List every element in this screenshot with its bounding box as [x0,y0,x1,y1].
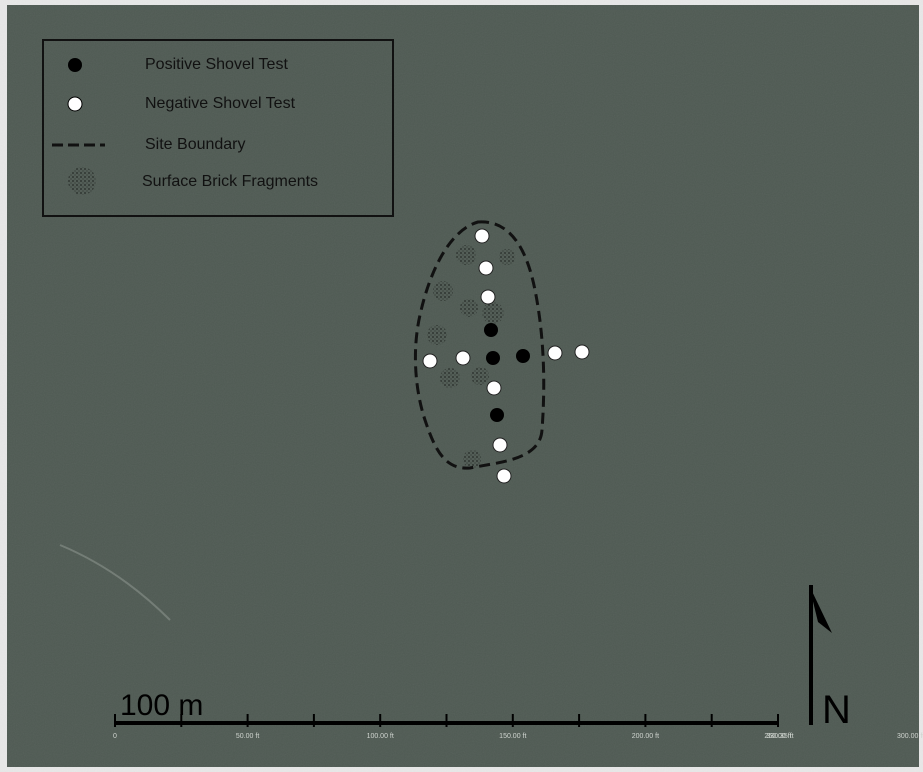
brick-patch [440,368,460,388]
negative-shovel-test [481,290,495,304]
brick-patch [433,281,453,301]
image-texture [7,5,919,767]
legend-brick-symbol [68,167,96,195]
brick-patch [463,450,481,468]
negative-shovel-test [487,381,501,395]
positive-shovel-test [486,351,500,365]
map: Positive Shovel Test Negative Shovel Tes… [0,0,923,772]
negative-shovel-test [575,345,589,359]
scale-tick-label: 300.00 ft [897,733,923,740]
scale-label: 100 m [120,689,203,722]
brick-patch [456,245,476,265]
brick-patch [471,367,489,385]
scale-tick-label: 50.00 ft [236,733,259,740]
negative-shovel-test [423,354,437,368]
positive-shovel-test [484,323,498,337]
scale-tick-label: 0 [113,733,117,740]
positive-shovel-test [490,408,504,422]
legend-label: Negative Shovel Test [145,95,296,112]
positive-shovel-test [516,349,530,363]
negative-shovel-test [479,261,493,275]
legend-label: Positive Shovel Test [145,56,288,73]
brick-patch [427,325,447,345]
brick-patch [460,299,478,317]
scale-tick-label: 150.00 ft [499,733,526,740]
brick-patch [482,302,504,324]
negative-shovel-test [497,469,511,483]
north-label: N [822,688,851,732]
scale-tick-label: 100.00 ft [367,733,394,740]
legend-label: Site Boundary [145,136,246,153]
legend-negative-symbol [68,97,82,111]
legend-positive-symbol [68,58,82,72]
brick-patch [499,249,515,265]
negative-shovel-test [456,351,470,365]
scale-tick-label: 200.00 ft [632,733,659,740]
negative-shovel-test [548,346,562,360]
negative-shovel-test [493,438,507,452]
scale-tick-label: 330.35 ft [766,733,793,740]
legend-label: Surface Brick Fragments [142,173,318,190]
negative-shovel-test [475,229,489,243]
